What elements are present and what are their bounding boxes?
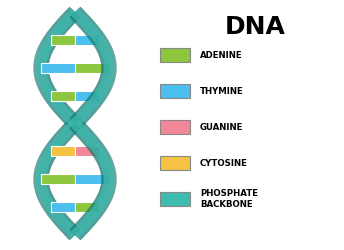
Bar xyxy=(75,90,99,101)
Bar xyxy=(160,48,190,62)
Bar xyxy=(75,146,99,156)
Bar xyxy=(160,120,190,134)
Bar xyxy=(160,84,190,98)
Bar xyxy=(41,63,75,73)
Bar xyxy=(51,90,75,101)
Bar xyxy=(75,174,109,184)
Text: PHOSPHATE
BACKBONE: PHOSPHATE BACKBONE xyxy=(200,190,258,208)
Bar xyxy=(160,156,190,170)
Text: THYMINE: THYMINE xyxy=(200,86,244,96)
Bar xyxy=(160,192,190,206)
Text: DNA: DNA xyxy=(225,15,286,39)
Bar xyxy=(51,146,75,156)
Bar xyxy=(41,174,75,184)
Bar xyxy=(51,202,75,212)
Bar xyxy=(75,63,109,73)
Bar xyxy=(75,202,99,212)
Text: ADENINE: ADENINE xyxy=(200,50,243,59)
Bar xyxy=(51,35,75,45)
Bar xyxy=(75,35,99,45)
Text: CYTOSINE: CYTOSINE xyxy=(200,158,248,168)
Text: GUANINE: GUANINE xyxy=(200,122,243,132)
